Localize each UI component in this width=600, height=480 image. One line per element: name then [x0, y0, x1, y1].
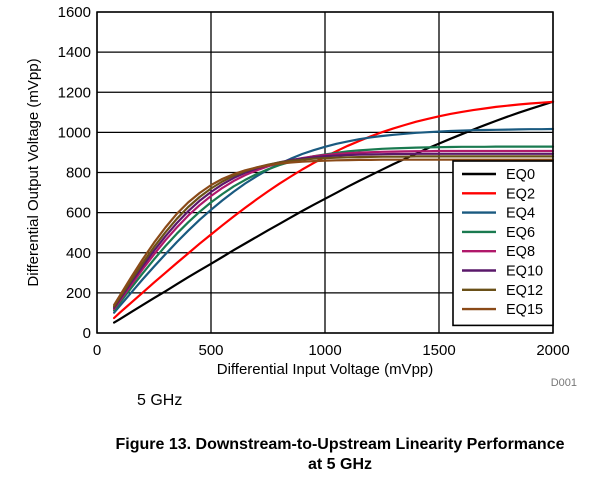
series-line-eq15 — [112, 158, 555, 306]
tick-labels: 0 200 400 600 800 1000 1200 1400 1600 0 500 1000 150… — [58, 4, 570, 359]
legend-label: EQ8 — [506, 244, 535, 260]
y-tick-label: 1000 — [58, 124, 91, 141]
legend-label: EQ15 — [506, 302, 543, 318]
x-tick-label: 1000 — [308, 342, 341, 359]
x-tick-label: 2000 — [536, 342, 569, 359]
linearity-chart: 0 200 400 600 800 1000 1200 1400 1600 0 500 1000 150… — [25, 4, 577, 389]
legend-label: EQ12 — [506, 283, 543, 299]
series-line-eq10 — [112, 152, 555, 309]
legend: EQ0 EQ2 EQ4 EQ6 EQ8 EQ10 EQ12 EQ15 — [452, 160, 554, 327]
legend-label: EQ10 — [506, 264, 543, 280]
figure-caption: Figure 13. Downstream-to-Upstream Linear… — [40, 435, 600, 475]
frequency-note: 5 GHz — [137, 392, 183, 409]
caption-line-2: at 5 GHz — [307, 456, 372, 473]
legend-box — [452, 160, 554, 327]
x-tick-label: 0 — [93, 342, 101, 359]
y-tick-label: 0 — [83, 325, 91, 342]
y-tick-label: 800 — [66, 165, 91, 182]
legend-label: EQ4 — [506, 206, 535, 222]
figure-code: D001 — [551, 377, 577, 389]
y-axis-label: Differential Output Voltage (mVpp) — [25, 58, 42, 286]
y-tick-label: 400 — [66, 245, 91, 262]
legend-label: EQ0 — [506, 167, 535, 183]
y-tick-label: 600 — [66, 205, 91, 222]
y-tick-label: 1400 — [58, 44, 91, 61]
x-tick-label: 1500 — [422, 342, 455, 359]
caption-line-1: Figure 13. Downstream-to-Upstream Linear… — [115, 436, 565, 453]
x-axis-label: Differential Input Voltage (mVpp) — [217, 361, 434, 378]
legend-label: EQ6 — [506, 225, 535, 241]
legend-label: EQ2 — [506, 186, 535, 202]
series-layer — [112, 100, 555, 324]
series-line-eq4 — [112, 127, 555, 314]
series-line-eq12 — [112, 155, 555, 308]
y-tick-label: 200 — [66, 285, 91, 302]
y-tick-label: 1200 — [58, 84, 91, 101]
series-line-eq8 — [112, 149, 555, 310]
x-tick-label: 500 — [198, 342, 223, 359]
series-line-eq0 — [112, 100, 555, 324]
y-tick-label: 1600 — [58, 4, 91, 21]
